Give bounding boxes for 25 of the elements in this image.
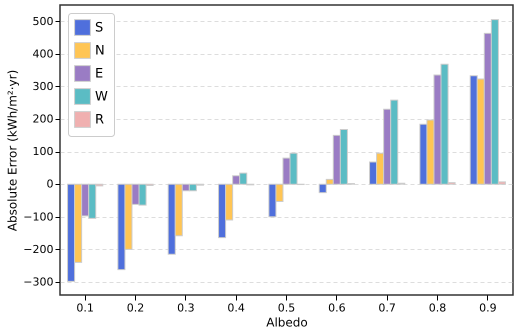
legend-label: R [95, 112, 104, 128]
y-tick-label: 500 [32, 14, 54, 28]
y-tick-label: −100 [23, 210, 54, 224]
y-tick-label: 100 [32, 145, 54, 158]
y-tick-label: −300 [23, 275, 54, 288]
legend-label: N [95, 44, 105, 58]
x-tick-label: 0.2 [126, 302, 144, 314]
x-tick-label: 0.6 [328, 302, 346, 314]
y-axis-title: Absolute Error (kWh/m²·yr) [5, 70, 20, 232]
legend-label: W [95, 90, 108, 104]
x-axis-title: Albedo [266, 316, 308, 330]
y-tick-label: 300 [32, 80, 54, 93]
legend-label: E [95, 66, 104, 82]
x-tick-label: 0.3 [177, 302, 195, 314]
legend-label: S [95, 20, 104, 36]
x-tick-label: 0.1 [76, 302, 94, 314]
x-tick-label: 0.9 [479, 302, 497, 314]
x-tick-label: 0.4 [227, 302, 245, 314]
y-tick-label: 0 [46, 178, 54, 191]
x-tick-label: 0.5 [278, 302, 296, 314]
y-tick-label: −200 [23, 242, 54, 256]
x-tick-label: 0.8 [428, 302, 446, 314]
y-tick-label: 400 [32, 47, 54, 60]
y-tick-label: 200 [32, 112, 54, 126]
x-tick-label: 0.7 [378, 302, 396, 314]
